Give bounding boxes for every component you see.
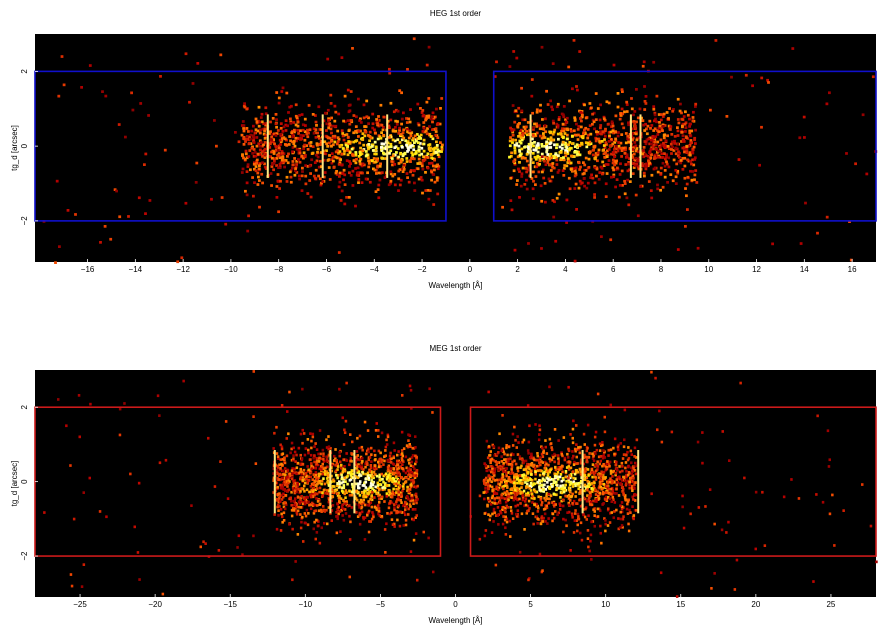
chart-panel-1: HEG 1st order −16 −14 −12 −10 −8 −6 −4 −2 0 2 4 6 8 10… — [10, 9, 878, 290]
x-tick-label: 4 — [563, 265, 568, 274]
x-tick-label: −10 — [224, 265, 238, 274]
x-tick-label: −16 — [81, 265, 95, 274]
x-axis-label: Wavelength [Å] — [429, 281, 483, 290]
x-tick-label: 25 — [826, 600, 835, 609]
emission-line — [629, 114, 632, 178]
x-tick-label: 8 — [659, 265, 664, 274]
x-tick-label: −10 — [299, 600, 313, 609]
y-tick-label: 0 — [20, 143, 29, 148]
emission-line — [353, 450, 356, 514]
emission-line — [639, 114, 642, 178]
chart-title: MEG 1st order — [429, 344, 481, 353]
y-tick-label: 2 — [20, 69, 29, 74]
x-tick-label: 14 — [800, 265, 809, 274]
emission-line — [321, 114, 324, 178]
emission-line — [386, 114, 389, 178]
x-tick-label: −14 — [129, 265, 143, 274]
x-tick-label: 10 — [704, 265, 713, 274]
extraction-region-2 — [469, 406, 877, 557]
emission-line — [637, 450, 640, 514]
chart-title: HEG 1st order — [430, 9, 481, 18]
x-tick-label: −20 — [148, 600, 162, 609]
extraction-region-2 — [492, 70, 877, 222]
x-tick-label: 0 — [468, 265, 473, 274]
x-tick-label: −12 — [176, 265, 190, 274]
x-tick-label: −2 — [417, 265, 427, 274]
y-axis-label: tg_d [arcsec] — [10, 125, 19, 171]
y-tick-label: 2 — [20, 404, 29, 409]
x-tick-label: 20 — [751, 600, 760, 609]
emission-line — [581, 450, 584, 514]
x-tick-label: −8 — [274, 265, 284, 274]
y-tick-label: 0 — [20, 479, 29, 484]
emission-line — [329, 450, 332, 514]
x-tick-label: −15 — [223, 600, 237, 609]
x-axis-label: Wavelength [Å] — [429, 616, 483, 625]
event-density-image — [42, 37, 878, 264]
emission-line — [273, 450, 276, 514]
x-tick-label: −6 — [322, 265, 332, 274]
x-tick-label: −4 — [370, 265, 380, 274]
chart-panel-2: MEG 1st order−25 −20 −15 −10 −5 0 5 10 15 20 25−20… — [10, 344, 878, 625]
x-tick-label: 2 — [515, 265, 520, 274]
x-tick-label: 6 — [611, 265, 616, 274]
y-tick-label: −2 — [20, 216, 29, 226]
plot-area — [35, 34, 876, 262]
y-axis-label: tg_d [arcsec] — [10, 461, 19, 507]
x-tick-label: −25 — [73, 600, 87, 609]
x-tick-label: −5 — [376, 600, 386, 609]
emission-line — [529, 114, 532, 178]
x-tick-label: 12 — [752, 265, 761, 274]
x-tick-label: 10 — [601, 600, 610, 609]
x-tick-label: 15 — [676, 600, 685, 609]
x-tick-label: 0 — [453, 600, 458, 609]
y-tick-label: −2 — [20, 551, 29, 561]
plot-area — [35, 370, 876, 597]
x-tick-label: 16 — [848, 265, 857, 274]
emission-line — [266, 114, 269, 178]
event-density-image — [43, 370, 878, 598]
x-tick-label: 5 — [528, 600, 533, 609]
